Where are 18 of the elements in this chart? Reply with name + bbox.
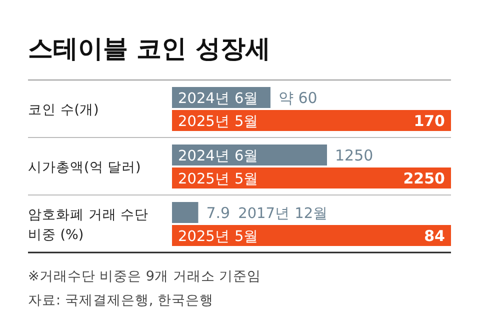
y-axis-title: 코인 수(개)	[28, 102, 99, 118]
data-label: 170	[414, 112, 445, 130]
y-tick-label: 2017년 12월	[238, 206, 328, 222]
y-tick-label: 2024년 6월	[178, 148, 259, 164]
text: 자료: 국제결제은행, 한국은행	[28, 292, 214, 308]
data-label: 1250	[335, 146, 374, 164]
data-label: 7.9	[206, 204, 230, 222]
y-tick-label: 2025년 5월	[178, 114, 259, 130]
y-tick-label: 2025년 5월	[178, 229, 259, 245]
y-tick-label: 2025년 5월	[178, 172, 259, 188]
data-label: 84	[424, 227, 445, 245]
text: ※거래수단 비중은 9개 거래소 기준임	[28, 268, 262, 284]
y-axis-title: 시가총액(억 달러)	[28, 160, 141, 176]
data-label: 2250	[403, 170, 445, 188]
y-axis-title: 암호화폐 거래 수단 비중 (%)	[28, 207, 149, 243]
data-label: 약 60	[278, 89, 318, 107]
y-tick-label: 2024년 6월	[178, 91, 259, 107]
chart-title: 스테이블 코인 성장세	[28, 34, 270, 63]
